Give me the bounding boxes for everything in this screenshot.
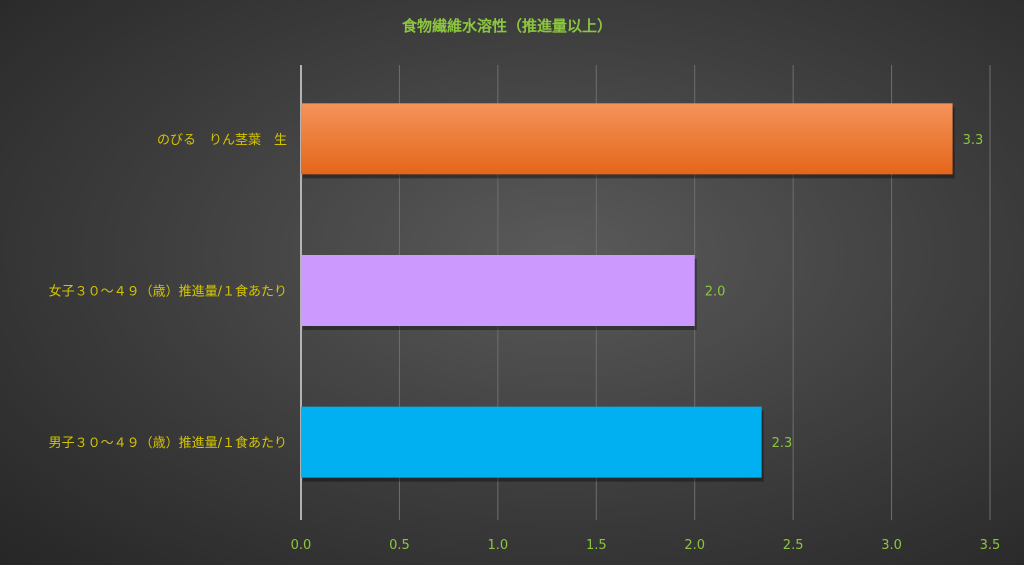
- x-tick-label: 1.5: [586, 538, 607, 553]
- bar: [301, 406, 762, 478]
- data-label: 2.3: [772, 436, 793, 451]
- x-tick-label: 2.0: [684, 538, 705, 553]
- x-tick-label: 0.0: [291, 538, 312, 553]
- bar: [301, 103, 953, 175]
- category-label: 女子３０～４９（歳）推進量/１食あたり: [49, 284, 287, 300]
- data-label: 3.3: [963, 133, 984, 148]
- x-tick-label: 0.5: [389, 538, 410, 553]
- category-label: のびる りん茎葉 生: [157, 133, 287, 148]
- x-tick-label: 3.0: [881, 538, 902, 553]
- data-label: 2.0: [705, 285, 726, 300]
- x-tick-label: 2.5: [783, 538, 804, 553]
- category-label: 男子３０～４９（歳）推進量/１食あたり: [49, 435, 287, 451]
- x-tick-label: 3.5: [980, 538, 1001, 553]
- x-tick-label: 1.0: [488, 538, 509, 553]
- bar: [301, 255, 695, 326]
- chart-title: 食物繊維水溶性（推進量以上）: [402, 17, 612, 35]
